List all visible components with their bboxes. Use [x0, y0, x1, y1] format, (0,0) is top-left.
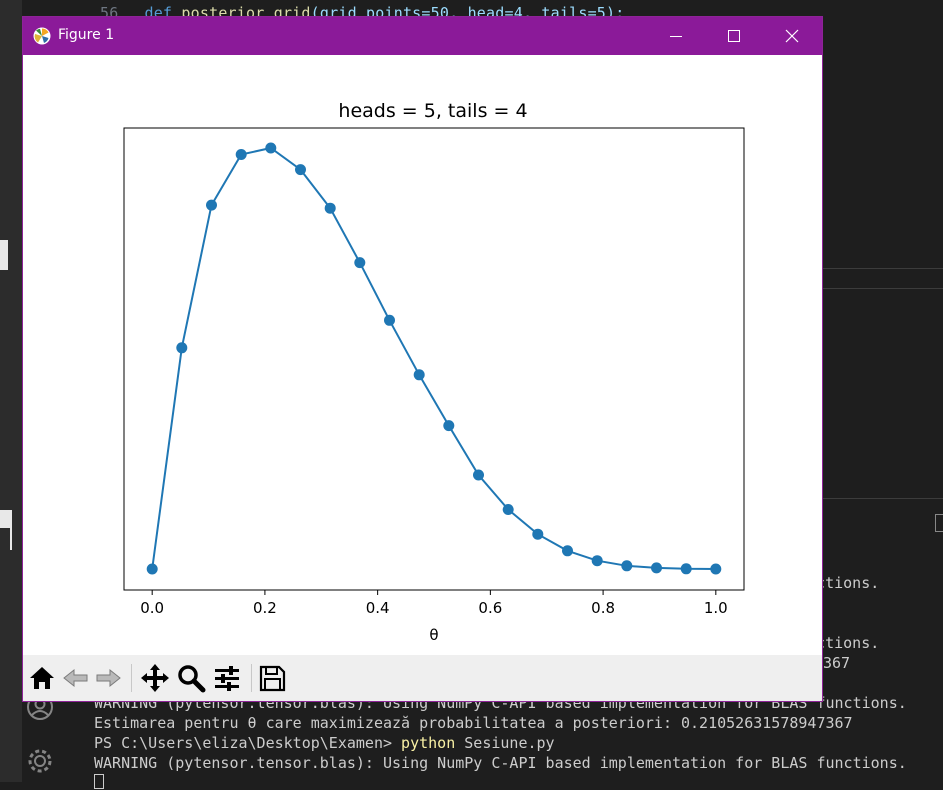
save-icon — [259, 665, 286, 692]
data-point — [206, 199, 217, 211]
divider — [822, 268, 943, 269]
figure-window[interactable]: Figure 1 heads = 5, tails = 4 0.0 0.2 0.4 0… — [22, 16, 823, 702]
terminal-line: WARNING (pytensor.tensor.blas): Using Nu… — [94, 754, 907, 772]
terminal-partial-line: 367 — [823, 654, 851, 672]
chart-title: heads = 5, tails = 4 — [338, 100, 527, 122]
data-point — [651, 562, 662, 574]
sidebar-edge — [0, 240, 8, 270]
x-axis: 0.0 0.2 0.4 0.6 0.8 1.0 — [140, 590, 728, 617]
back-button[interactable] — [61, 663, 91, 693]
window-title: Figure 1 — [58, 27, 115, 43]
line-chart[interactable]: heads = 5, tails = 4 0.0 0.2 0.4 0.6 0.8 1.0 … — [23, 55, 822, 655]
forward-button[interactable] — [93, 663, 123, 693]
forward-icon — [96, 668, 121, 688]
configure-subplots-icon — [215, 666, 239, 691]
x-tick-label: 0.2 — [253, 599, 277, 617]
divider — [822, 288, 943, 289]
window-titlebar[interactable]: Figure 1 — [23, 17, 822, 55]
close-icon — [785, 29, 799, 43]
series-markers — [146, 142, 722, 575]
x-tick-label: 0.0 — [140, 599, 164, 617]
figure-toolbar — [23, 655, 822, 701]
x-axis-label: θ — [429, 626, 438, 644]
terminal-cursor — [94, 772, 104, 790]
data-point — [473, 469, 484, 481]
data-point — [265, 142, 277, 154]
close-button[interactable] — [763, 17, 821, 55]
maximize-icon — [728, 30, 740, 42]
data-point — [413, 369, 425, 381]
toolbar-separator — [131, 664, 132, 692]
figure-canvas[interactable]: heads = 5, tails = 4 0.0 0.2 0.4 0.6 0.8 1.0 … — [23, 55, 822, 655]
home-icon — [30, 667, 54, 689]
pan-icon — [141, 664, 169, 692]
activity-bar — [0, 0, 22, 782]
data-point — [680, 563, 692, 575]
data-point — [562, 545, 573, 557]
data-point — [710, 563, 722, 575]
x-tick-label: 0.4 — [366, 599, 390, 617]
minimize-button[interactable] — [647, 17, 705, 55]
data-point — [591, 555, 603, 567]
terminal-panel[interactable]: unctions. unctions. 367 WARNING (pytenso… — [94, 574, 943, 789]
matplotlib-logo-icon — [33, 27, 51, 45]
maximize-button[interactable] — [705, 17, 763, 55]
minimize-icon — [670, 36, 682, 37]
back-icon — [63, 668, 88, 688]
panel-icon[interactable] — [935, 514, 943, 532]
divider — [822, 498, 943, 499]
x-tick-label: 0.6 — [478, 599, 502, 617]
data-point — [443, 420, 455, 432]
terminal-line: Estimarea pentru θ care maximizează prob… — [94, 714, 853, 732]
configure-subplots-button[interactable] — [212, 663, 242, 693]
zoom-button[interactable] — [176, 663, 206, 693]
data-point — [354, 257, 366, 269]
plot-area — [123, 127, 745, 591]
data-point — [235, 149, 247, 160]
pan-button[interactable] — [140, 663, 170, 693]
sidebar-edge — [0, 528, 10, 552]
toolbar-separator — [251, 664, 252, 692]
data-point — [502, 504, 514, 515]
data-point — [384, 314, 395, 326]
data-point — [324, 202, 336, 214]
data-point — [176, 342, 188, 354]
x-tick-label: 1.0 — [704, 599, 728, 617]
zoom-icon — [178, 665, 206, 693]
terminal-prompt-line: PS C:\Users\eliza\Desktop\Examen> python… — [94, 734, 555, 752]
data-point — [295, 164, 306, 176]
home-button[interactable] — [27, 663, 57, 693]
data-point — [621, 560, 633, 572]
data-point — [532, 528, 544, 540]
gear-icon[interactable] — [22, 746, 58, 782]
save-button[interactable] — [257, 663, 287, 693]
x-tick-label: 0.8 — [591, 599, 615, 617]
data-point — [146, 563, 158, 575]
